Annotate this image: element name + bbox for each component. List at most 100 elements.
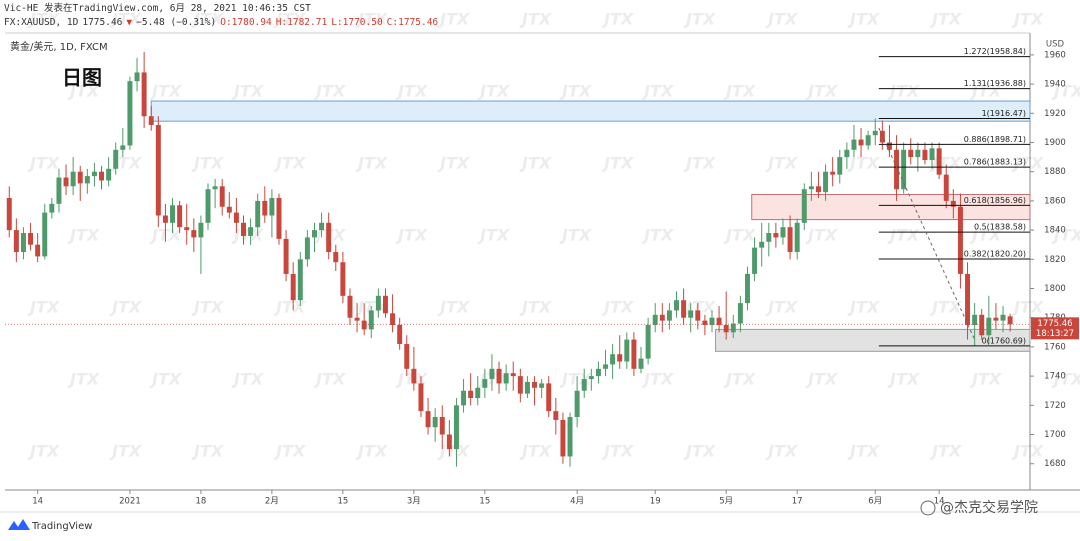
watermark: JTX <box>149 82 182 101</box>
candle-body <box>567 416 573 457</box>
chart-title: 黄金/美元, 1D, FXCM <box>10 40 108 53</box>
watermark: JTX <box>969 370 1002 389</box>
watermark: JTX <box>67 82 100 101</box>
watermark: JTX <box>887 370 920 389</box>
trend-line <box>878 127 976 340</box>
candle-body <box>276 197 282 239</box>
candle-body <box>808 186 814 190</box>
candle-body <box>865 135 871 146</box>
candle-body <box>674 300 679 311</box>
candle-body <box>986 317 992 336</box>
watermark: JTX <box>929 442 962 461</box>
watermark: JTX <box>191 10 224 29</box>
zone <box>751 193 1031 221</box>
watermark: JTX <box>641 82 674 101</box>
y-tick-label: 1860 <box>1044 196 1066 206</box>
publisher: Vic-HE 发表在TradingView.com, 6月 28, 2021 1… <box>4 3 311 14</box>
brand-logo <box>8 519 30 530</box>
candle-body <box>49 203 55 213</box>
candle-body <box>70 171 76 187</box>
watermark: JTX <box>1051 226 1080 245</box>
watermark: JTX <box>191 298 224 317</box>
candle-body <box>879 130 885 143</box>
candle-body <box>28 233 34 245</box>
x-tick-label: 2021 <box>119 497 141 507</box>
watermark: JTX <box>559 82 592 101</box>
candle-body <box>134 72 140 82</box>
candle-body <box>468 390 474 399</box>
candle-body <box>745 273 750 304</box>
candle-body <box>901 149 907 190</box>
fib-label: 0.886(1898.71) <box>964 135 1026 144</box>
candle-body <box>723 325 729 333</box>
x-tick-label: 15 <box>337 497 348 507</box>
candle-body <box>475 387 481 399</box>
watermark: JTX <box>601 442 634 461</box>
candle-body <box>688 310 694 318</box>
header: Vic-HE 发表在TradingView.com, 6月 28, 2021 1… <box>4 2 442 30</box>
candle-body <box>113 149 119 169</box>
watermark: JTX <box>847 442 880 461</box>
candle-body <box>461 390 467 406</box>
price-tag: 1775.46 <box>1037 319 1072 329</box>
watermark: JTX <box>273 298 306 317</box>
watermark: JTX <box>723 82 756 101</box>
candle-body <box>35 244 41 257</box>
candle-body <box>106 168 112 181</box>
candle-body <box>517 376 523 394</box>
watermark: JTX <box>969 226 1002 245</box>
candle-body <box>794 222 800 253</box>
watermark: JTX <box>929 10 962 29</box>
candle-body <box>716 317 722 326</box>
candle-body <box>1000 314 1006 321</box>
watermark: JTX <box>519 10 552 29</box>
y-tick-label: 1820 <box>1044 255 1066 265</box>
candle-body <box>42 212 48 257</box>
watermark: JTX <box>683 154 716 173</box>
candle-body <box>453 405 459 450</box>
candle-body <box>432 416 438 428</box>
candle-body <box>333 252 339 263</box>
price-tag-box <box>1031 317 1079 340</box>
watermark: JTX <box>601 154 634 173</box>
watermark: JTX <box>231 226 264 245</box>
watermark: JTX <box>601 298 634 317</box>
watermark: JTX <box>723 370 756 389</box>
x-tick-label: 4月 <box>570 497 584 507</box>
candle-body <box>56 177 62 204</box>
candle-body <box>972 314 978 326</box>
x-tick-label: 14 <box>32 497 43 507</box>
watermark: JTX <box>27 298 60 317</box>
candle-body <box>815 186 821 193</box>
arrow: ▼ <box>126 17 133 28</box>
candle-body <box>6 197 12 231</box>
fib-label: 1.131(1936.88) <box>964 79 1026 88</box>
candle-body <box>255 200 261 228</box>
fib-label: 0.382(1820.20) <box>964 250 1026 259</box>
watermark: JTX <box>477 226 510 245</box>
candle-body <box>595 368 601 377</box>
candle-body <box>844 149 850 158</box>
candle-body <box>510 373 516 377</box>
candle-body <box>965 273 971 326</box>
candle-body <box>347 295 353 318</box>
watermark: JTX <box>847 10 880 29</box>
x-tick-label: 5月 <box>719 497 733 507</box>
watermark: JTX <box>191 442 224 461</box>
candle-body <box>780 227 786 238</box>
candle-body <box>908 149 914 158</box>
candle-body <box>759 241 765 248</box>
candle-body <box>496 368 502 384</box>
x-tick-label: 6月 <box>868 497 882 507</box>
watermark: JTX <box>1011 298 1044 317</box>
candle-body <box>13 230 19 253</box>
candle-body <box>837 157 843 175</box>
watermark: JTX <box>805 82 838 101</box>
watermark: JTX <box>191 154 224 173</box>
candle-body <box>382 295 388 314</box>
candle-body <box>205 189 211 223</box>
candle-body <box>326 222 332 253</box>
symbol: FX:XAUUSD, 1D <box>4 17 79 28</box>
candle-body <box>709 317 715 326</box>
